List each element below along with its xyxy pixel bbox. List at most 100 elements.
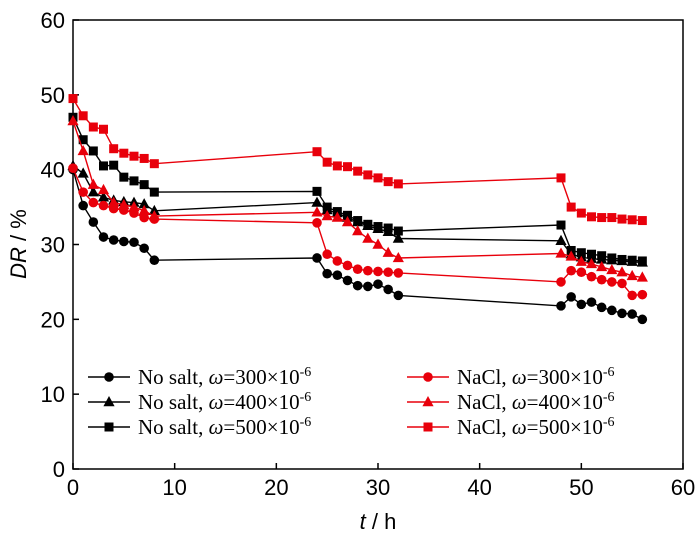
data-point-nacl500 (383, 177, 393, 187)
data-point-nacl500 (312, 147, 322, 157)
y-axis-unit: % (6, 209, 31, 229)
data-point-nacl300 (637, 289, 648, 300)
y-axis-title: DR / % (6, 209, 31, 279)
data-point-nacl400 (585, 257, 598, 269)
legend-marker (104, 422, 114, 432)
data-point-nacl400 (128, 201, 140, 212)
legend-item-nacl400: NaCl, ω=400×10-6 (407, 390, 615, 414)
data-point-nacl400 (362, 232, 374, 243)
data-point-noSalt400 (97, 191, 110, 202)
data-point-noSalt500 (597, 251, 607, 261)
data-point-noSalt300 (607, 305, 617, 316)
data-point-nacl500 (627, 215, 637, 225)
data-point-noSalt300 (149, 255, 160, 266)
data-point-noSalt300 (312, 253, 322, 263)
data-point-noSalt500 (637, 256, 647, 266)
x-tick-label: 10 (162, 475, 186, 500)
y-tick-label: 10 (41, 382, 65, 407)
data-point-noSalt500 (129, 176, 139, 186)
data-point-nacl500 (88, 122, 98, 132)
data-point-nacl300 (586, 271, 597, 282)
data-point-noSalt300 (556, 301, 566, 311)
data-point-nacl400 (616, 266, 628, 277)
data-point-noSalt300 (139, 243, 149, 254)
data-point-nacl300 (363, 265, 373, 276)
x-tick-label: 0 (67, 475, 79, 500)
data-point-nacl300 (607, 277, 617, 287)
data-point-noSalt500 (383, 223, 393, 233)
data-point-nacl300 (139, 212, 149, 223)
data-point-nacl400 (97, 183, 110, 195)
data-point-nacl300 (352, 264, 363, 274)
data-point-noSalt400 (148, 204, 160, 216)
series-layer (67, 94, 648, 325)
data-point-nacl400 (636, 271, 648, 282)
data-point-nacl400 (331, 211, 343, 222)
data-point-noSalt500 (363, 219, 373, 229)
legend-item-noSalt300: No salt, ω=300×10-6 (88, 365, 311, 389)
data-point-nacl400 (352, 225, 364, 236)
data-point-nacl500 (373, 173, 383, 183)
data-point-nacl300 (98, 200, 109, 211)
data-point-nacl300 (342, 260, 353, 271)
x-tick-label: 50 (569, 475, 593, 500)
x-axis-unit: h (384, 509, 396, 534)
data-point-nacl500 (556, 173, 566, 183)
series-noSalt300 (68, 164, 648, 325)
data-point-noSalt500 (78, 135, 88, 145)
data-point-noSalt300 (129, 237, 139, 248)
data-point-nacl500 (129, 151, 139, 161)
data-point-nacl300 (88, 197, 99, 208)
legend-item-noSalt400: No salt, ω=400×10-6 (88, 390, 311, 414)
data-point-nacl400 (596, 260, 608, 272)
data-point-noSalt300 (363, 281, 373, 292)
data-point-nacl300 (566, 265, 576, 276)
data-point-nacl500 (363, 170, 373, 180)
data-point-noSalt400 (138, 198, 150, 209)
data-point-noSalt500 (99, 161, 108, 171)
data-point-nacl500 (322, 157, 332, 167)
data-point-noSalt300 (119, 236, 129, 247)
data-point-noSalt300 (576, 299, 587, 310)
y-tick-label: 40 (41, 158, 65, 183)
series-nacl400 (67, 115, 648, 282)
x-tick-label: 20 (264, 475, 288, 500)
data-point-nacl300 (312, 217, 322, 228)
x-tick-label: 60 (671, 475, 695, 500)
data-point-nacl400 (118, 198, 130, 210)
data-point-noSalt500 (322, 202, 332, 212)
legend-label: NaCl, ω=400×10-6 (457, 390, 615, 414)
data-point-nacl300 (373, 266, 383, 277)
data-point-noSalt500 (617, 254, 627, 264)
data-point-nacl300 (393, 268, 404, 278)
data-point-noSalt300 (596, 302, 607, 313)
data-point-nacl500 (617, 214, 627, 224)
data-point-noSalt400 (555, 234, 567, 245)
data-point-nacl400 (148, 210, 160, 221)
data-point-nacl400 (392, 251, 404, 263)
data-point-nacl500 (78, 111, 88, 121)
legend-item-noSalt500: No salt, ω=500×10-6 (88, 415, 311, 439)
legend: No salt, ω=300×10-6No salt, ω=400×10-6No… (88, 365, 615, 439)
data-point-noSalt400 (87, 186, 99, 197)
legend-label: NaCl, ω=500×10-6 (457, 415, 615, 439)
legend-label: No salt, ω=300×10-6 (138, 365, 311, 389)
data-point-noSalt300 (78, 200, 88, 211)
data-point-nacl400 (138, 204, 150, 216)
data-point-noSalt300 (98, 232, 109, 242)
x-tick-label: 30 (366, 475, 390, 500)
data-point-nacl300 (596, 274, 607, 285)
data-point-nacl500 (109, 144, 119, 154)
data-point-nacl500 (68, 94, 78, 104)
data-point-nacl300 (68, 163, 78, 173)
data-point-nacl500 (566, 202, 576, 212)
data-point-noSalt500 (393, 226, 403, 236)
data-point-nacl500 (607, 213, 617, 223)
data-point-noSalt300 (352, 280, 363, 291)
data-point-nacl400 (77, 144, 89, 156)
data-point-nacl400 (575, 255, 587, 266)
data-point-nacl300 (332, 256, 343, 266)
data-point-noSalt400 (77, 167, 89, 178)
data-point-nacl400 (67, 115, 79, 126)
